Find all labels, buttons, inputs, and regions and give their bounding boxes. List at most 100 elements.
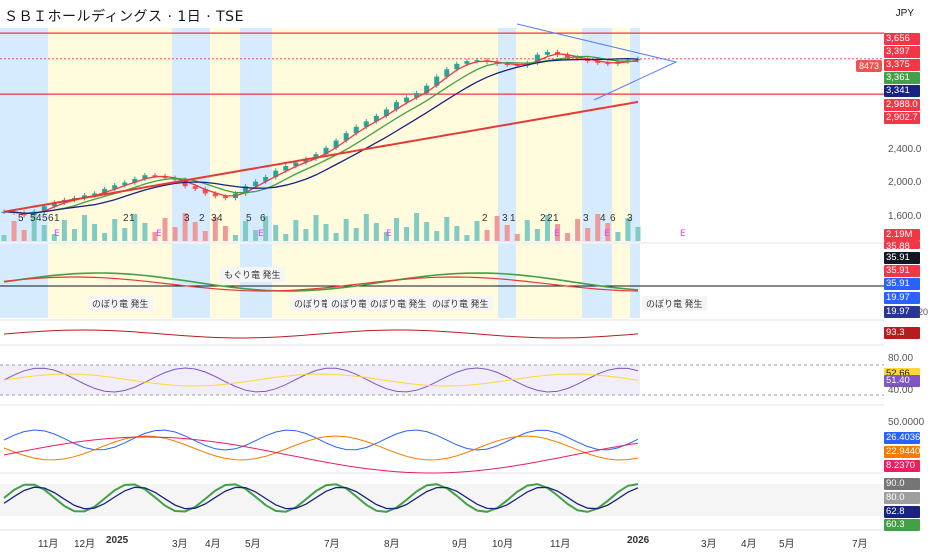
event-number: 3 — [184, 213, 190, 224]
volume-bar — [544, 215, 550, 241]
volume-bar — [323, 224, 329, 241]
event-number: 5 — [18, 213, 24, 224]
volume-bar — [172, 227, 178, 241]
volume-bar — [273, 225, 279, 241]
candle-body — [444, 69, 450, 77]
volume-bar — [82, 215, 88, 241]
candle-body — [363, 121, 369, 127]
ind2-label: 93.3 — [884, 327, 920, 339]
event-number: 2 — [482, 213, 488, 224]
candle-body — [323, 147, 329, 155]
volume-bar — [625, 218, 631, 241]
candle-body — [393, 102, 399, 110]
dmi-minus-line — [3, 435, 639, 461]
time-label: 4月 — [205, 539, 221, 550]
background-zone — [612, 244, 630, 318]
time-label: 4月 — [741, 539, 757, 550]
chart-title[interactable]: ＳＢＩホールディングス · 1日 · TSE — [4, 9, 244, 25]
price-tick: 2,400.0 — [888, 144, 922, 155]
volume-bar — [424, 222, 430, 241]
event-number: 5 — [42, 213, 48, 224]
price-tick: 2,000.0 — [888, 177, 922, 188]
candle-body — [544, 51, 550, 55]
volume-bar — [534, 229, 540, 241]
signal-annotation: のぼり竜 発生 — [428, 296, 493, 311]
event-number: 6 — [48, 213, 54, 224]
time-label: 10月 — [492, 539, 514, 550]
background-zone — [240, 28, 272, 242]
background-zone — [612, 28, 630, 242]
event-number: 4 — [36, 213, 42, 224]
candle-body — [293, 162, 299, 167]
volume-bar — [393, 218, 399, 241]
stoch-d-line — [3, 486, 639, 510]
volume-bar — [263, 216, 269, 241]
rsi-label: 51.40 — [884, 375, 920, 387]
stoch-label: 80.0 — [884, 492, 920, 504]
volume-bar — [504, 225, 510, 241]
time-label: 2025 — [106, 535, 129, 546]
event-number: 3 — [627, 213, 633, 224]
event-number: 1 — [553, 213, 559, 224]
rsi-tick: 40.00 — [888, 385, 914, 396]
candle-body — [222, 196, 228, 199]
candle-body — [283, 166, 289, 171]
time-label: 9月 — [452, 539, 468, 550]
volume-bar — [31, 216, 37, 241]
volume-bar — [142, 223, 148, 241]
event-number: 2 — [199, 213, 205, 224]
candle-body — [102, 188, 108, 194]
volume-bar — [232, 235, 238, 241]
candle-body — [51, 202, 57, 207]
background-zone — [172, 28, 210, 242]
stoch-band — [0, 484, 884, 516]
volume-bar — [333, 233, 339, 241]
stoch-label: 60.3 — [884, 519, 920, 531]
background-zone — [630, 28, 640, 242]
time-label: 2026 — [627, 535, 650, 546]
volume-label: 2.19M — [884, 229, 920, 241]
candle-body — [112, 185, 118, 189]
time-label: 11月 — [38, 539, 59, 550]
signal-annotation: のぼり竜 — [290, 296, 335, 311]
ind2-line — [3, 329, 639, 339]
stoch-label: 90.0 — [884, 478, 920, 490]
volume-bar — [293, 220, 299, 241]
volume-bar — [414, 213, 420, 241]
ma-200-line — [3, 100, 639, 213]
stoch-k-line — [3, 483, 639, 513]
volume-bar — [484, 230, 490, 241]
candle-body — [142, 175, 148, 179]
price-label: 3,397 — [884, 46, 920, 58]
candle-body — [41, 206, 47, 212]
background-zone — [498, 244, 516, 318]
candle-body — [202, 188, 208, 194]
earnings-marker: E — [54, 229, 60, 239]
volume-bar — [102, 233, 108, 241]
volume-bar — [243, 221, 249, 241]
event-number: 2 — [540, 213, 546, 224]
candle-body — [474, 60, 480, 62]
candle-body — [595, 61, 601, 63]
volume-bar — [192, 222, 198, 241]
candle-body — [424, 85, 430, 94]
volume-bar — [202, 231, 208, 241]
ind1-red-line — [3, 276, 639, 292]
ind1-label: 35.91 — [884, 265, 920, 277]
time-label: 7月 — [324, 539, 340, 550]
signal-annotation: のぼり竜 発生 — [88, 296, 153, 311]
dmi-label: 8.2370 — [884, 460, 920, 472]
rsi-signal-line — [3, 373, 639, 387]
earnings-marker: E — [258, 229, 264, 239]
background-zone — [272, 28, 498, 242]
time-label: 7月 — [852, 539, 868, 550]
event-number: 5 — [246, 213, 252, 224]
candle-body — [263, 177, 269, 182]
volume-bar — [605, 223, 611, 241]
candle-body — [243, 186, 249, 194]
triangle-pattern — [516, 23, 678, 101]
ma-long-line — [3, 58, 639, 214]
candle-body — [313, 154, 319, 159]
volume-bar — [635, 227, 641, 241]
